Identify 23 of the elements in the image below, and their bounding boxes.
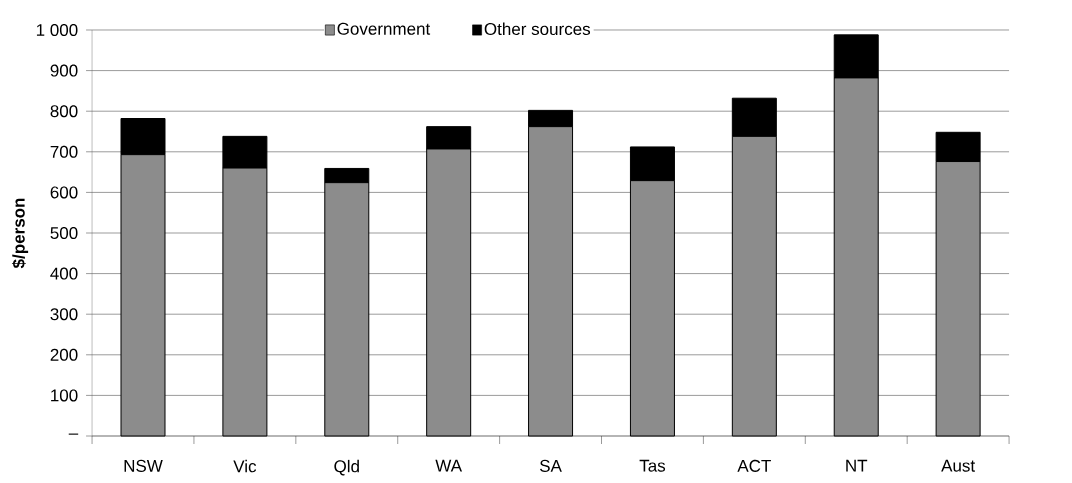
x-tick-label: SA: [539, 459, 562, 472]
x-tick-label: NSW: [124, 459, 163, 472]
x-tick-label: Vic: [233, 459, 257, 473]
y-axis-title: $/person: [11, 198, 29, 269]
y-tick-label: 100: [51, 389, 78, 402]
y-tick-label: 200: [50, 348, 78, 361]
y-tick-label: 600: [50, 186, 78, 199]
y-tick-label: 300: [50, 308, 78, 321]
x-tick-label: ACT: [737, 459, 771, 472]
y-tick-label: 500: [50, 226, 78, 240]
y-tick-label: 1 000: [36, 23, 78, 37]
x-tick-label: Aust: [941, 459, 975, 472]
y-tick-label: –: [68, 433, 79, 435]
x-tick-label: NT: [846, 459, 868, 472]
x-tick-label: WA: [435, 459, 463, 472]
y-tick-label: 700: [50, 145, 78, 158]
legend-label: Other sources: [484, 22, 591, 36]
y-tick-label: 800: [50, 105, 78, 118]
y-tick-label: 900: [50, 64, 78, 77]
y-tick-label: 400: [50, 267, 78, 280]
legend-label: Government: [337, 22, 431, 35]
x-tick-label: Qld: [334, 459, 359, 476]
x-tick-label: Tas: [639, 459, 666, 472]
